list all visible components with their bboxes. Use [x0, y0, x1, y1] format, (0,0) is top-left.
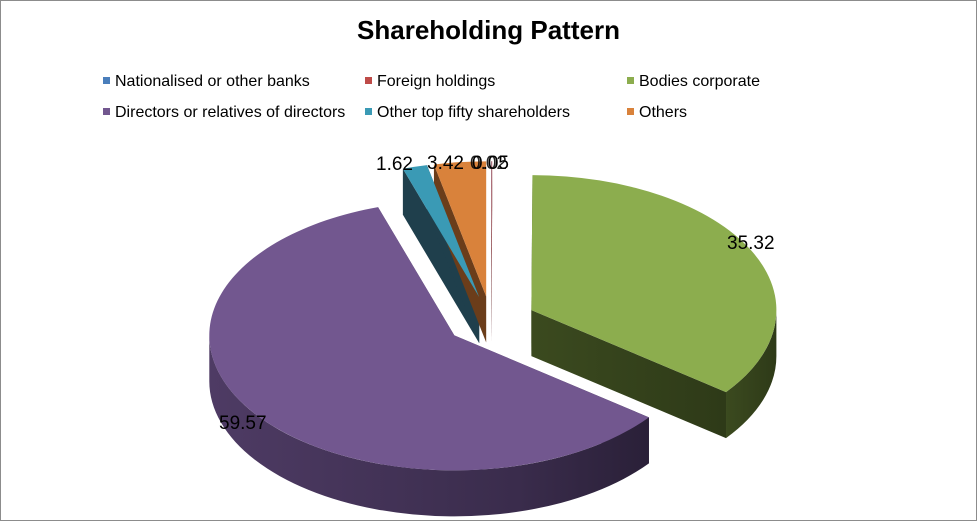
legend-label-others: Others: [639, 104, 688, 121]
pie-slice-bodies-corporate: [531, 175, 777, 393]
data-label-others: 3.42: [427, 153, 464, 174]
data-label-bodies-corporate: 35.32: [727, 233, 775, 254]
legend-label-foreign-holdings: Foreign holdings: [377, 73, 496, 90]
legend-swatch-directors: [103, 108, 110, 115]
legend-label-bodies-corporate: Bodies corporate: [639, 73, 760, 90]
legend-label-nationalised-banks: Nationalised or other banks: [115, 73, 310, 90]
pie-slice-directors: [209, 207, 649, 471]
data-label-other-top-fifty: 1.62: [376, 154, 413, 175]
legend-label-directors: Directors or relatives of directors: [115, 104, 346, 121]
data-label-directors: 59.57: [219, 413, 267, 434]
legend-item-bodies-corporate: Bodies corporate: [627, 73, 760, 91]
chart-title: Shareholding Pattern: [357, 15, 620, 45]
legend-item-directors: Directors or relatives of directors: [103, 104, 345, 122]
pie-slice-others: [433, 161, 487, 297]
legend-swatch-bodies-corporate: [627, 77, 634, 84]
legend-item-other-top-fifty: Other top fifty shareholders: [365, 104, 570, 122]
legend-swatch-nationalised-banks: [103, 77, 110, 84]
pie-data-labels: 35.32 59.57 1.62 3.42 0.05 0.02: [219, 153, 775, 434]
pie-slice-other-top-fifty: [402, 165, 480, 298]
pie-top-faces: [209, 161, 777, 471]
data-label-foreign-holdings: 0.05: [472, 153, 509, 174]
legend-swatch-foreign-holdings: [365, 77, 372, 84]
data-label-nationalised-banks: 0.02: [470, 153, 507, 174]
legend-label-other-top-fifty: Other top fifty shareholders: [377, 104, 570, 121]
legend-swatch-others: [627, 108, 634, 115]
legend-item-foreign-holdings: Foreign holdings: [365, 73, 495, 91]
legend-item-others: Others: [627, 104, 687, 122]
legend-item-nationalised-banks: Nationalised or other banks: [103, 73, 310, 91]
pie-slice-foreign-holdings: [491, 161, 493, 297]
legend-swatch-other-top-fifty: [365, 108, 372, 115]
